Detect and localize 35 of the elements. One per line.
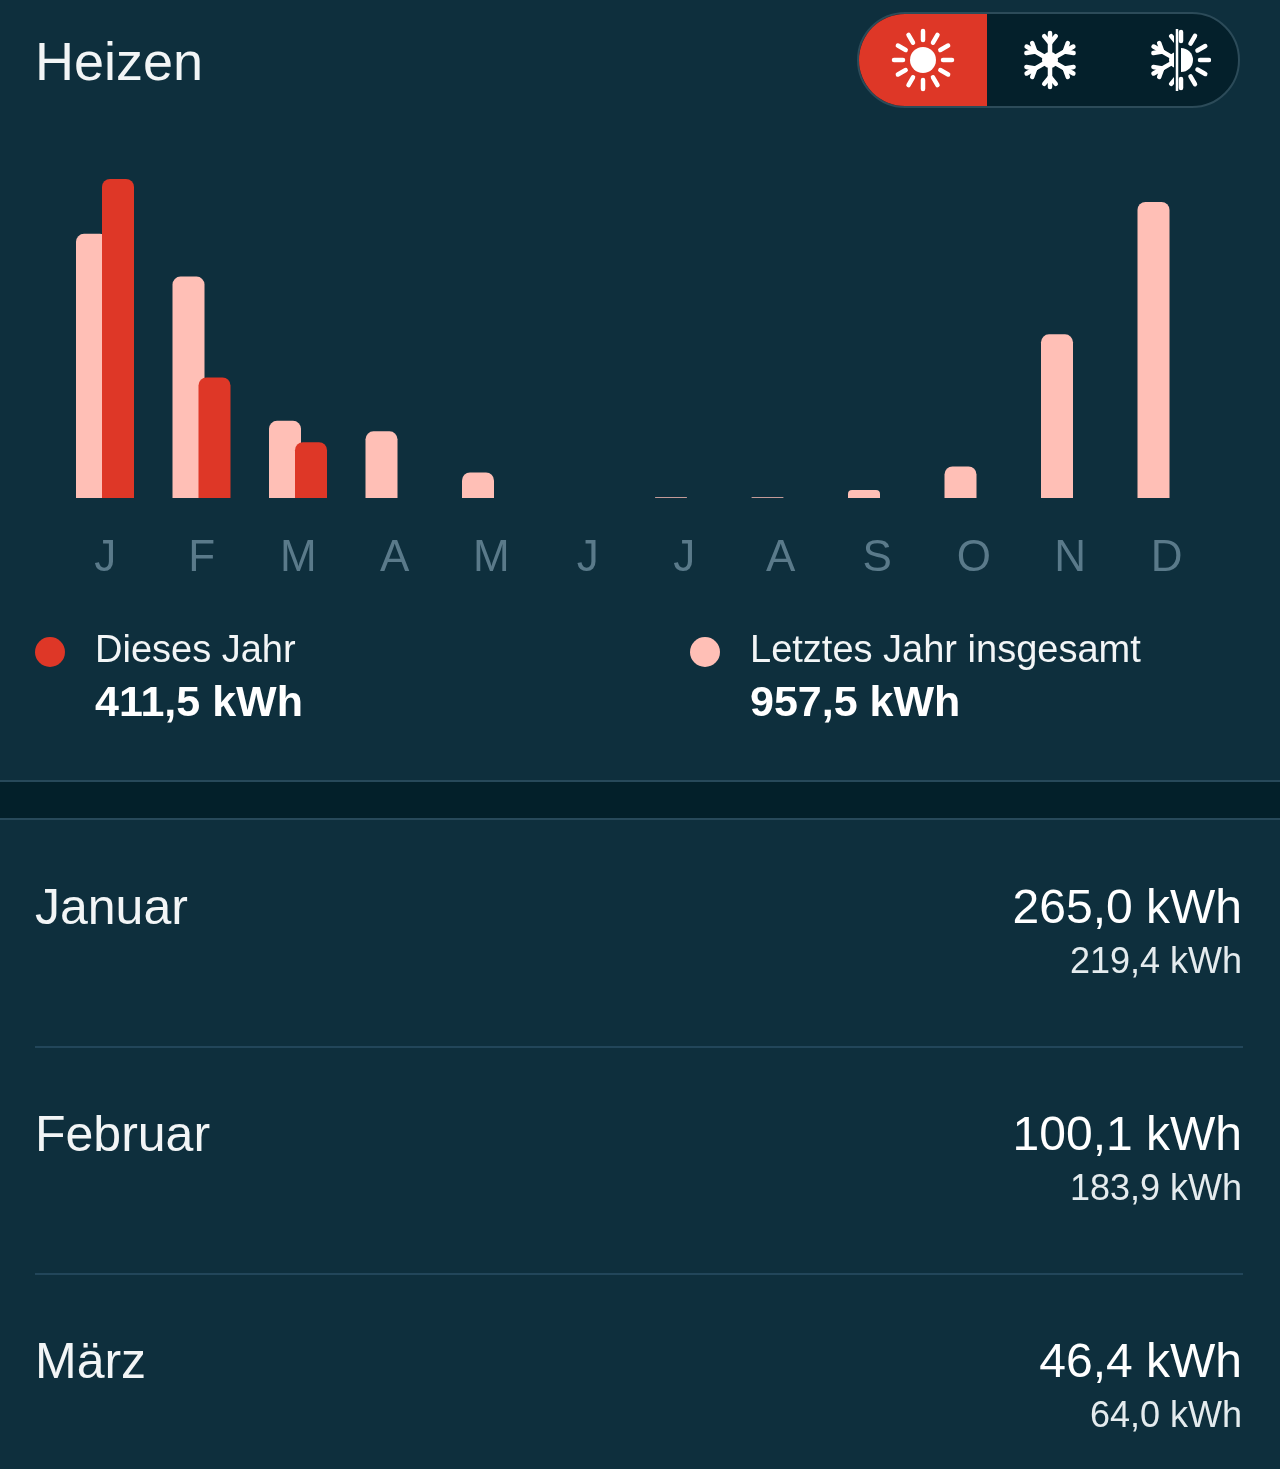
text: 219,4 kWh: [1069, 939, 1242, 981]
text: 64,0 kWh: [1089, 1393, 1242, 1435]
bar: [1041, 334, 1073, 498]
x-tick-label: O: [956, 531, 991, 581]
bar: [365, 431, 398, 498]
text: Januar: [35, 878, 188, 935]
bar: [295, 442, 327, 498]
bar: [462, 472, 494, 498]
legend-label: Letztes Jahr insgesamt: [750, 627, 1141, 670]
text: 100,1 kWh: [1012, 1107, 1242, 1161]
bar: [102, 179, 134, 498]
bar: [848, 490, 880, 498]
x-tick-label: N: [1054, 531, 1087, 581]
x-tick-label: J: [673, 531, 696, 581]
x-tick-label: M: [472, 531, 510, 581]
text: 957,5 kWh: [750, 676, 961, 725]
legend-label: Dieses Jahr: [95, 627, 296, 670]
x-tick-label: J: [94, 531, 117, 581]
x-tick-label: S: [862, 531, 892, 581]
x-tick-label: J: [576, 531, 599, 581]
bar: [944, 466, 977, 498]
chart-title: Heizen: [35, 31, 204, 92]
x-tick-label: F: [188, 531, 216, 581]
text: 183,9 kWh: [1069, 1166, 1242, 1208]
text: 46,4 kWh: [1039, 1334, 1242, 1388]
x-tick-label: M: [279, 531, 317, 581]
text: Februar: [35, 1105, 211, 1162]
x-tick-label: A: [380, 531, 411, 581]
bar: [198, 377, 231, 498]
bar: [1137, 201, 1170, 498]
text: 411,5 kWh: [95, 676, 303, 725]
text: 265,0 kWh: [1012, 880, 1242, 934]
x-tick-label: A: [766, 531, 797, 581]
x-tick-label: D: [1150, 531, 1183, 581]
text: März: [35, 1332, 147, 1389]
